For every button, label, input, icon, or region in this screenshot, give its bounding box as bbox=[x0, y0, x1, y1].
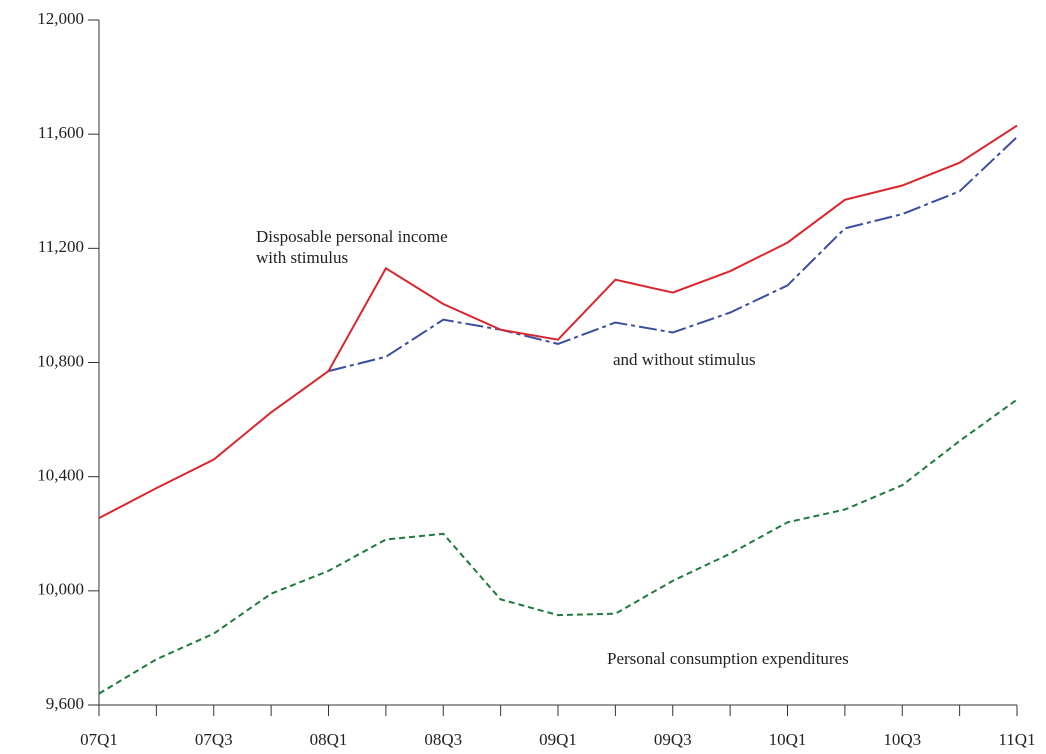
y-tick-label: 11,600 bbox=[38, 123, 84, 142]
x-tick-label: 11Q1 bbox=[998, 730, 1035, 749]
y-tick-label: 10,800 bbox=[37, 351, 84, 370]
y-tick-label: 9,600 bbox=[46, 694, 84, 713]
x-tick-label: 08Q3 bbox=[424, 730, 462, 749]
x-tick-label: 10Q3 bbox=[883, 730, 921, 749]
x-tick-label: 09Q1 bbox=[539, 730, 577, 749]
x-tick-label: 07Q1 bbox=[80, 730, 118, 749]
x-tick-label: 07Q3 bbox=[195, 730, 233, 749]
y-tick-label: 11,200 bbox=[38, 237, 84, 256]
annotation: Disposable personal income with stimulus bbox=[256, 227, 448, 267]
annotation: and without stimulus bbox=[613, 350, 756, 369]
annotation: Personal consumption expenditures bbox=[607, 649, 849, 668]
x-tick-label: 08Q1 bbox=[310, 730, 348, 749]
y-tick-label: 12,000 bbox=[37, 9, 84, 28]
series-line bbox=[98, 124, 1018, 519]
series-line bbox=[98, 398, 1018, 695]
y-tick-label: 10,400 bbox=[37, 466, 84, 485]
x-tick-label: 10Q1 bbox=[769, 730, 807, 749]
series-line bbox=[328, 136, 1018, 373]
y-tick-label: 10,000 bbox=[37, 580, 84, 599]
x-tick-label: 09Q3 bbox=[654, 730, 692, 749]
